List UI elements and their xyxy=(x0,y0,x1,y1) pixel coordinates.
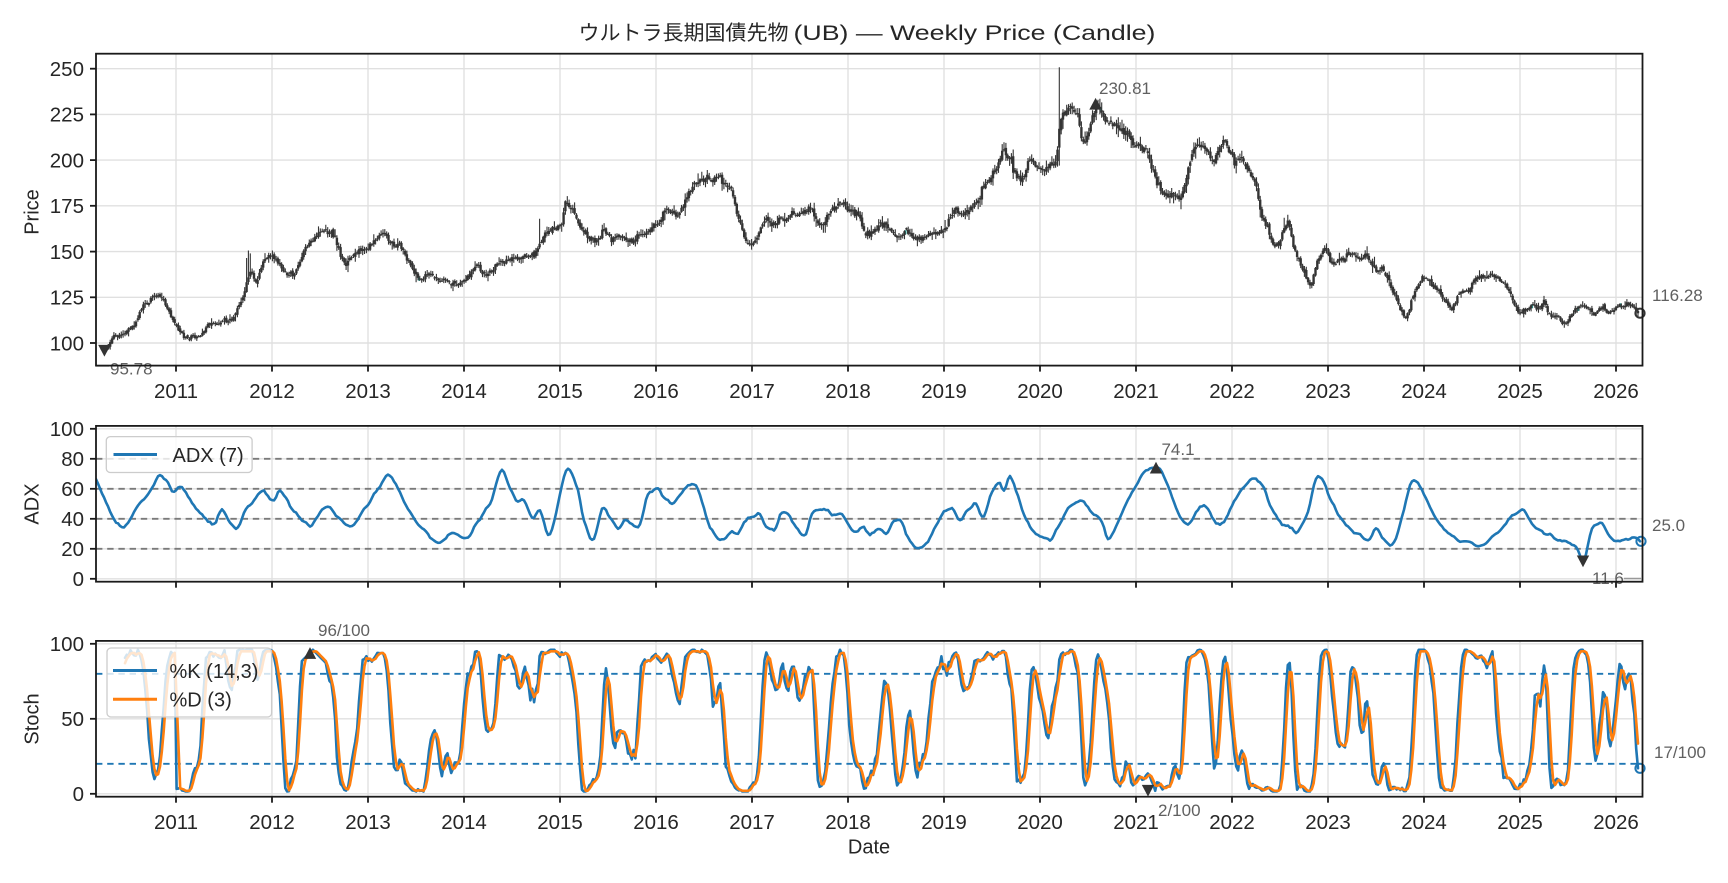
svg-text:100: 100 xyxy=(50,332,84,355)
svg-text:250: 250 xyxy=(50,58,84,81)
svg-text:Date: Date xyxy=(848,836,890,858)
svg-text:0: 0 xyxy=(73,783,84,806)
svg-text:150: 150 xyxy=(50,241,84,264)
svg-text:2012: 2012 xyxy=(249,811,295,834)
svg-text:2017: 2017 xyxy=(729,811,775,834)
svg-text:74.1: 74.1 xyxy=(1161,440,1194,459)
svg-text:200: 200 xyxy=(50,149,84,172)
svg-text:ADX: ADX xyxy=(22,483,44,524)
svg-text:96/100: 96/100 xyxy=(318,621,370,640)
svg-text:2011: 2011 xyxy=(154,380,198,403)
svg-text:2016: 2016 xyxy=(633,380,679,403)
svg-text:116.28: 116.28 xyxy=(1652,286,1703,305)
svg-text:50: 50 xyxy=(61,708,84,731)
svg-text:2012: 2012 xyxy=(249,380,295,403)
svg-text:125: 125 xyxy=(50,287,84,310)
svg-text:230.81: 230.81 xyxy=(1099,79,1151,98)
svg-text:(UB) — Weekly Price (Candle): (UB) — Weekly Price (Candle) xyxy=(794,22,1156,46)
svg-text:100: 100 xyxy=(50,418,84,441)
svg-text:20: 20 xyxy=(61,538,84,561)
svg-text:2021: 2021 xyxy=(1113,380,1159,403)
svg-text:2017: 2017 xyxy=(729,380,775,403)
svg-text:2022: 2022 xyxy=(1209,811,1255,834)
svg-text:2022: 2022 xyxy=(1209,380,1255,403)
svg-text:2014: 2014 xyxy=(441,380,487,403)
svg-text:2015: 2015 xyxy=(537,380,583,403)
svg-text:95.78: 95.78 xyxy=(110,360,153,379)
svg-text:2/100: 2/100 xyxy=(1158,801,1201,820)
svg-text:2014: 2014 xyxy=(441,811,487,834)
svg-text:%D (3): %D (3) xyxy=(170,690,232,712)
svg-text:100: 100 xyxy=(50,633,84,656)
svg-text:Price: Price xyxy=(22,189,44,235)
svg-text:Stoch: Stoch xyxy=(22,693,44,744)
svg-text:40: 40 xyxy=(61,508,84,531)
svg-text:2026: 2026 xyxy=(1593,811,1639,834)
svg-text:2020: 2020 xyxy=(1017,380,1063,403)
svg-text:80: 80 xyxy=(61,448,84,471)
svg-text:225: 225 xyxy=(50,104,84,127)
svg-text:2020: 2020 xyxy=(1017,811,1063,834)
svg-text:11.6: 11.6 xyxy=(1592,569,1624,588)
svg-text:2024: 2024 xyxy=(1401,811,1447,834)
svg-text:2025: 2025 xyxy=(1497,811,1543,834)
svg-text:2024: 2024 xyxy=(1401,380,1447,403)
svg-text:2023: 2023 xyxy=(1305,380,1351,403)
svg-text:17/100: 17/100 xyxy=(1654,743,1706,762)
svg-text:2019: 2019 xyxy=(921,380,967,403)
svg-text:%K (14,3): %K (14,3) xyxy=(170,661,259,683)
svg-text:2018: 2018 xyxy=(825,811,871,834)
svg-text:0: 0 xyxy=(73,568,84,591)
svg-text:2016: 2016 xyxy=(633,811,679,834)
svg-text:175: 175 xyxy=(50,195,84,218)
svg-text:25.0: 25.0 xyxy=(1652,516,1685,535)
svg-text:2021: 2021 xyxy=(1113,811,1159,834)
svg-text:2011: 2011 xyxy=(154,811,198,834)
svg-text:2026: 2026 xyxy=(1593,380,1639,403)
svg-text:2023: 2023 xyxy=(1305,811,1351,834)
svg-text:2013: 2013 xyxy=(345,380,391,403)
svg-text:2025: 2025 xyxy=(1497,380,1543,403)
svg-text:2013: 2013 xyxy=(345,811,391,834)
svg-text:2019: 2019 xyxy=(921,811,967,834)
svg-text:2015: 2015 xyxy=(537,811,583,834)
svg-text:60: 60 xyxy=(61,478,84,501)
svg-text:2018: 2018 xyxy=(825,380,871,403)
svg-text:ADX (7): ADX (7) xyxy=(173,445,244,467)
